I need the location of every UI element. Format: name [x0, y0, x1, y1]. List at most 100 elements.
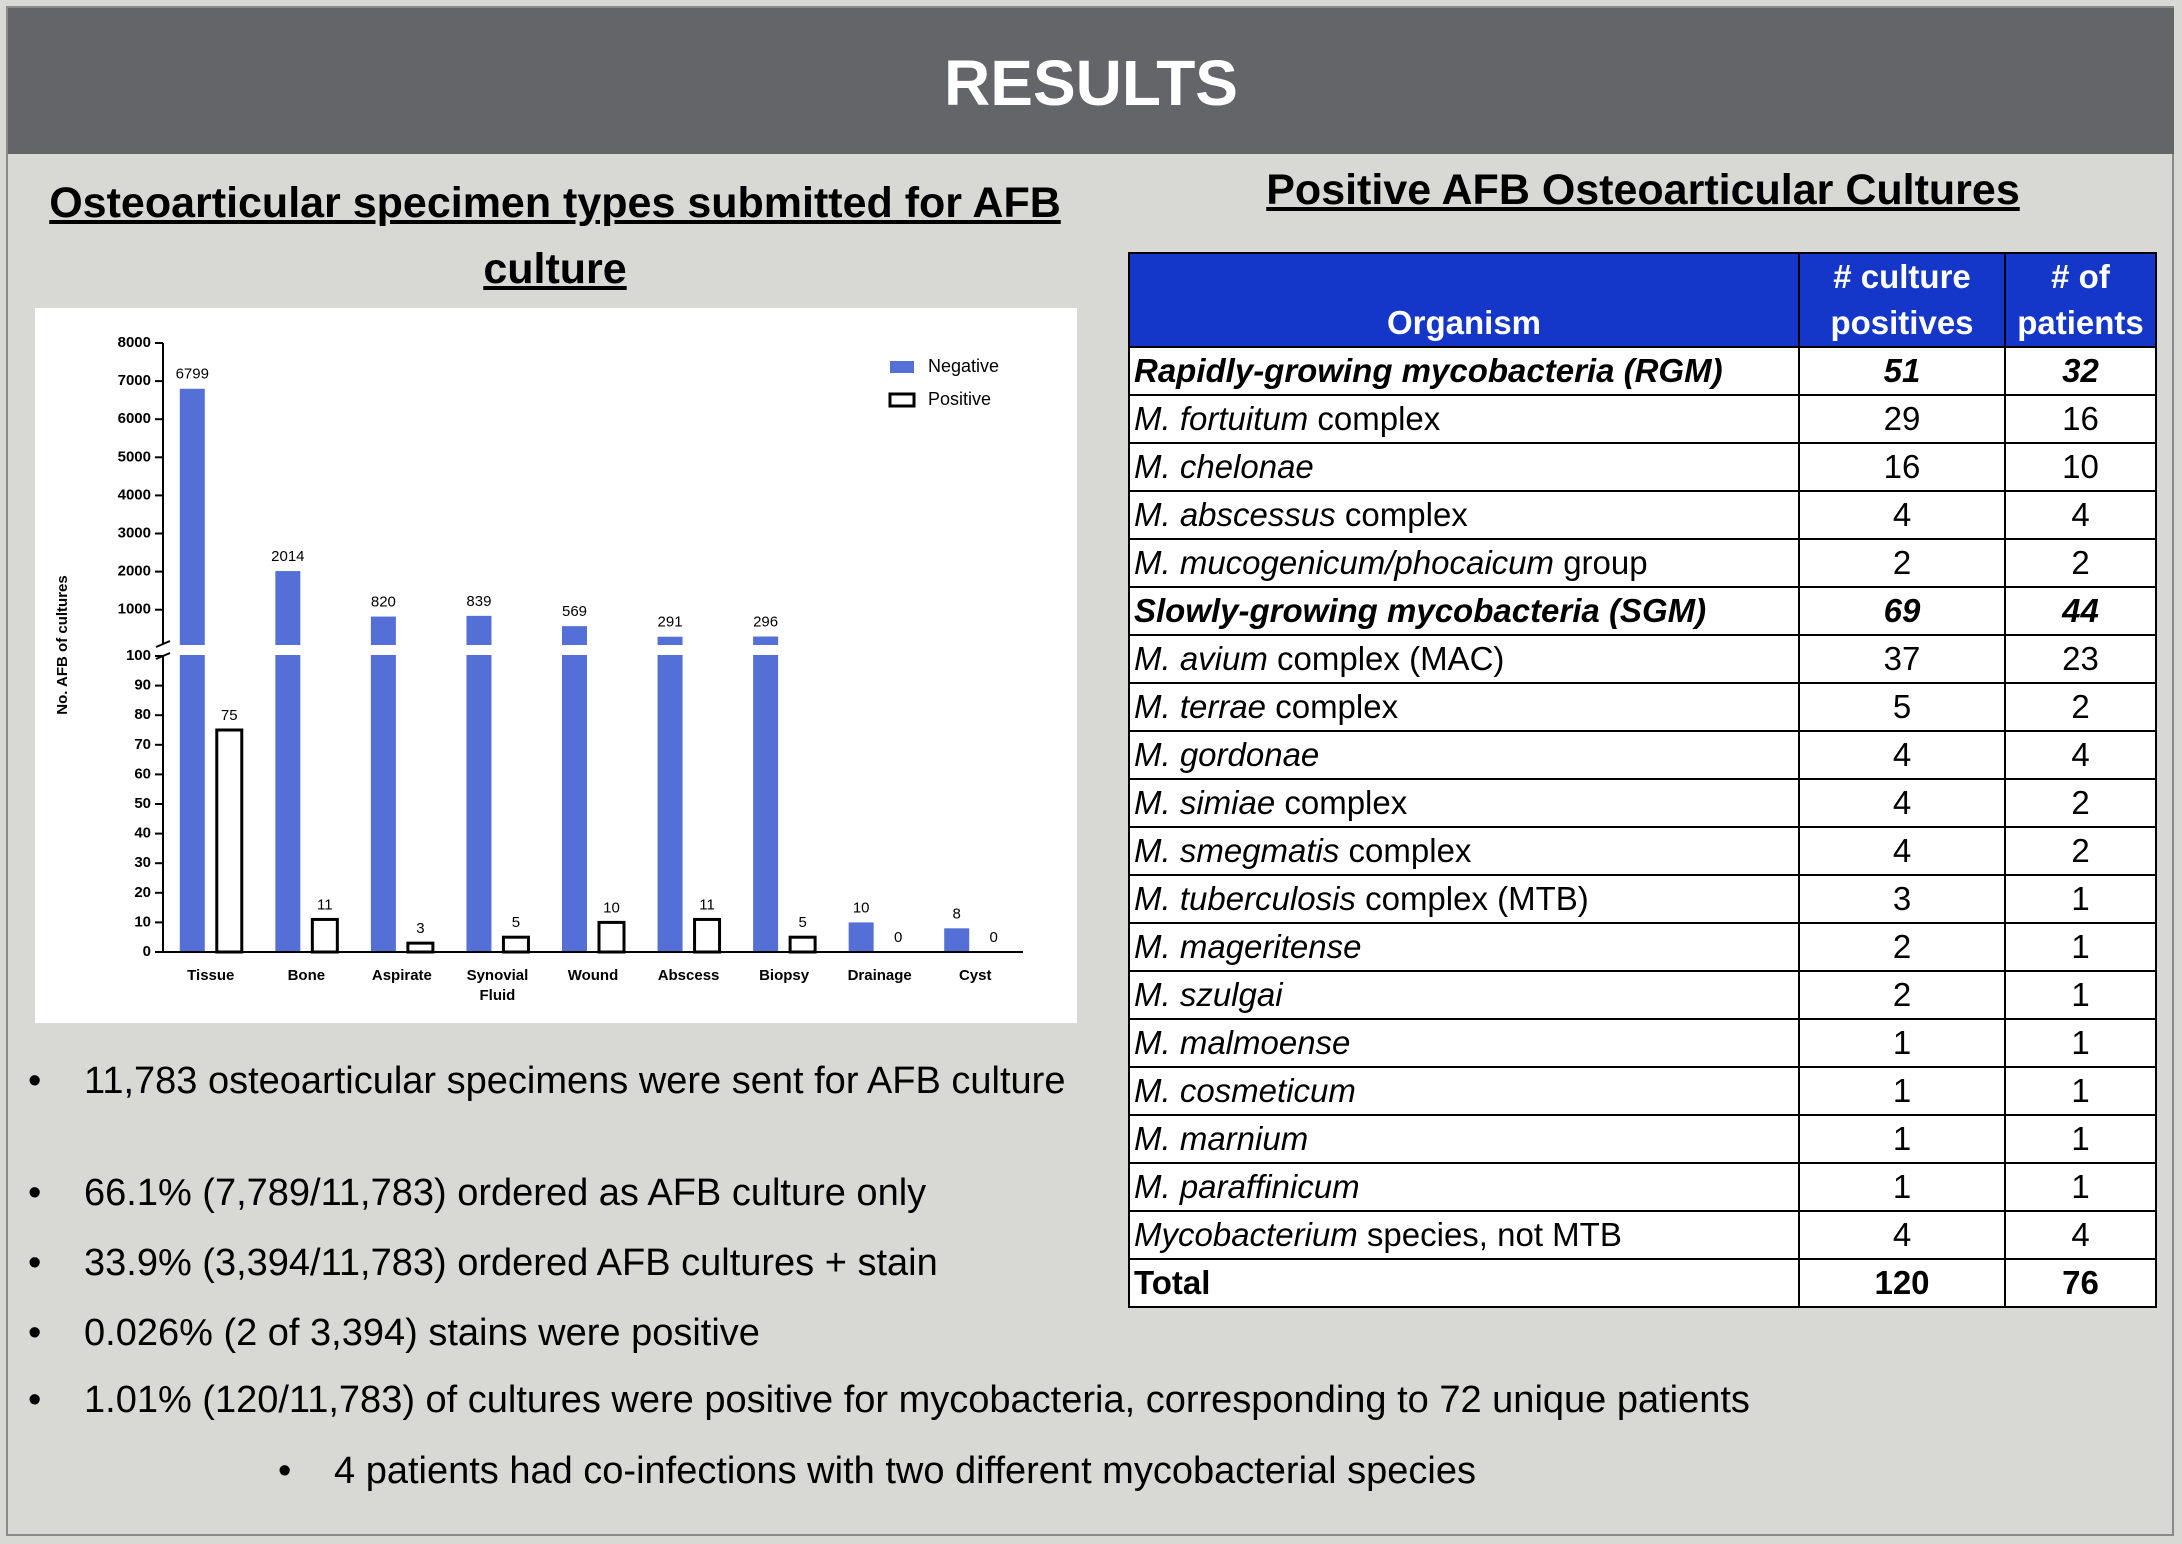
patients-cell: 1: [2004, 922, 2157, 972]
bar: [370, 616, 396, 952]
bullet-text: 0.026% (2 of 3,394) stains were positive: [84, 1312, 760, 1354]
patients-cell: 1: [2004, 1162, 2157, 1212]
bullet-text: 4 patients had co-infections with two di…: [334, 1450, 1477, 1492]
patients-cell: 2: [2004, 538, 2157, 588]
value-label: 5: [512, 914, 520, 931]
bullet: • 0.026% (2 of 3,394) stains were positiv…: [28, 1304, 1124, 1362]
organism-text: complex (MAC): [1277, 640, 1505, 677]
x-tick-label: Drainage: [848, 967, 912, 984]
x-tick-label: Abscess: [658, 967, 720, 984]
table-row: M. smegmatis complex 4 2: [1128, 826, 2157, 876]
organism-cell: M. fortuitum complex: [1128, 394, 1800, 444]
patients-cell: 1: [2004, 1066, 2157, 1116]
table-row: M. paraffinicum 1 1: [1128, 1162, 2157, 1212]
bar: [848, 922, 874, 952]
organism-cell: Slowly-growing mycobacteria (SGM): [1128, 586, 1800, 636]
bar: [753, 636, 779, 952]
value-label: 8: [953, 905, 961, 922]
column-header: Organism: [1128, 252, 1800, 348]
positives-cell: 4: [1798, 778, 2006, 828]
table-row: M. mucogenicum/phocaicum group 2 2: [1128, 538, 2157, 588]
organism-italic: Mycobacterium: [1134, 1216, 1358, 1253]
table-row: M. chelonae 16 10: [1128, 442, 2157, 492]
bar: [788, 935, 817, 954]
organism-italic: M. marnium: [1134, 1120, 1309, 1157]
table-row: Mycobacterium species, not MTB 4 4: [1128, 1210, 2157, 1260]
table-row: M. malmoense 1 1: [1128, 1018, 2157, 1068]
positives-cell: 16: [1798, 442, 2006, 492]
organism-text: complex (MTB): [1365, 880, 1589, 917]
patients-cell: 1: [2004, 1018, 2157, 1068]
legend-label: Positive: [928, 389, 991, 409]
frame: [6, 6, 2174, 1536]
legend-swatch: [890, 361, 914, 373]
organism-cell: M. marnium: [1128, 1114, 1800, 1164]
patients-cell: 44: [2004, 586, 2157, 636]
y-tick-label: 60: [134, 765, 151, 782]
organism-italic: Slowly-growing mycobacteria (SGM): [1134, 592, 1707, 629]
patients-cell: 23: [2004, 634, 2157, 684]
organism-italic: M. gordonae: [1134, 736, 1320, 773]
organism-cell: M. smegmatis complex: [1128, 826, 1800, 876]
value-label: 296: [753, 614, 778, 631]
y-tick-label: 50: [134, 795, 151, 812]
y-tick-label: 2000: [118, 563, 151, 580]
bar: [179, 388, 205, 952]
positives-cell: 29: [1798, 394, 2006, 444]
bullet-text: 1.01% (120/11,783) of cultures were posi…: [84, 1379, 1750, 1421]
organism-cell: Total: [1128, 1258, 1800, 1308]
organism-text: complex: [1317, 400, 1441, 437]
organism-text: complex: [1275, 688, 1399, 725]
organism-italic: M. fortuitum: [1134, 400, 1309, 437]
value-label: 291: [658, 614, 683, 631]
patients-cell: 4: [2004, 730, 2157, 780]
table-row: Total 120 76: [1128, 1258, 2157, 1308]
x-tick-label: Synovial Fluid: [467, 967, 529, 1004]
value-label: 820: [371, 594, 396, 611]
table-row: M. marnium 1 1: [1128, 1114, 2157, 1164]
patients-cell: 1: [2004, 874, 2157, 924]
y-tick-label: 3000: [118, 524, 151, 541]
y-tick-label: 6000: [118, 410, 151, 427]
organism-cell: M. terrae complex: [1128, 682, 1800, 732]
column-header: # culture positives: [1798, 252, 2006, 348]
bullet-dot: •: [28, 1242, 42, 1284]
y-tick-label: 20: [134, 884, 151, 901]
value-label: 6799: [176, 366, 209, 383]
positives-cell: 120: [1798, 1258, 2006, 1308]
bullet: • 66.1% (7,789/11,783) ordered as AFB cul…: [28, 1164, 1124, 1222]
legend-label: Negative: [928, 356, 999, 376]
organism-text: complex: [1284, 784, 1408, 821]
bullet-dot: •: [28, 1060, 42, 1102]
sub-bullet: • 4 patients had co-infections with two d…: [278, 1442, 1477, 1500]
organism-cell: Rapidly-growing mycobacteria (RGM): [1128, 346, 1800, 396]
positives-cell: 2: [1798, 922, 2006, 972]
y-tick-label: 1000: [118, 601, 151, 618]
value-label: 0: [894, 929, 902, 946]
bullet-dot: •: [278, 1450, 292, 1492]
bullet: • 33.9% (3,394/11,783) ordered AFB cultur…: [28, 1234, 1124, 1292]
positives-cell: 4: [1798, 730, 2006, 780]
x-tick-label: Bone: [288, 967, 326, 984]
bullet-text: 11,783 osteoarticular specimens were sen…: [84, 1060, 1066, 1102]
column-header: # of patients: [2004, 252, 2157, 348]
table-row: Slowly-growing mycobacteria (SGM) 69 44: [1128, 586, 2157, 636]
axis-break: [151, 645, 1023, 655]
organism-cell: M. malmoense: [1128, 1018, 1800, 1068]
organism-italic: M. chelonae: [1134, 448, 1314, 485]
y-tick-label: 0: [143, 943, 151, 960]
x-tick-label: Tissue: [187, 967, 234, 984]
header-title: RESULTS: [8, 8, 2174, 154]
bullet-dot: •: [28, 1379, 42, 1421]
y-axis-title: No. AFB of cultures: [54, 575, 71, 714]
y-tick-label: 40: [134, 825, 151, 842]
patients-cell: 2: [2004, 682, 2157, 732]
organism-cell: M. avium complex (MAC): [1128, 634, 1800, 684]
value-label: 10: [853, 899, 870, 916]
value-label: 569: [562, 603, 587, 620]
axis-break-mark: [155, 640, 171, 648]
positives-cell: 37: [1798, 634, 2006, 684]
organism-italic: M. malmoense: [1134, 1024, 1351, 1061]
organism-italic: M. paraffinicum: [1134, 1168, 1360, 1205]
